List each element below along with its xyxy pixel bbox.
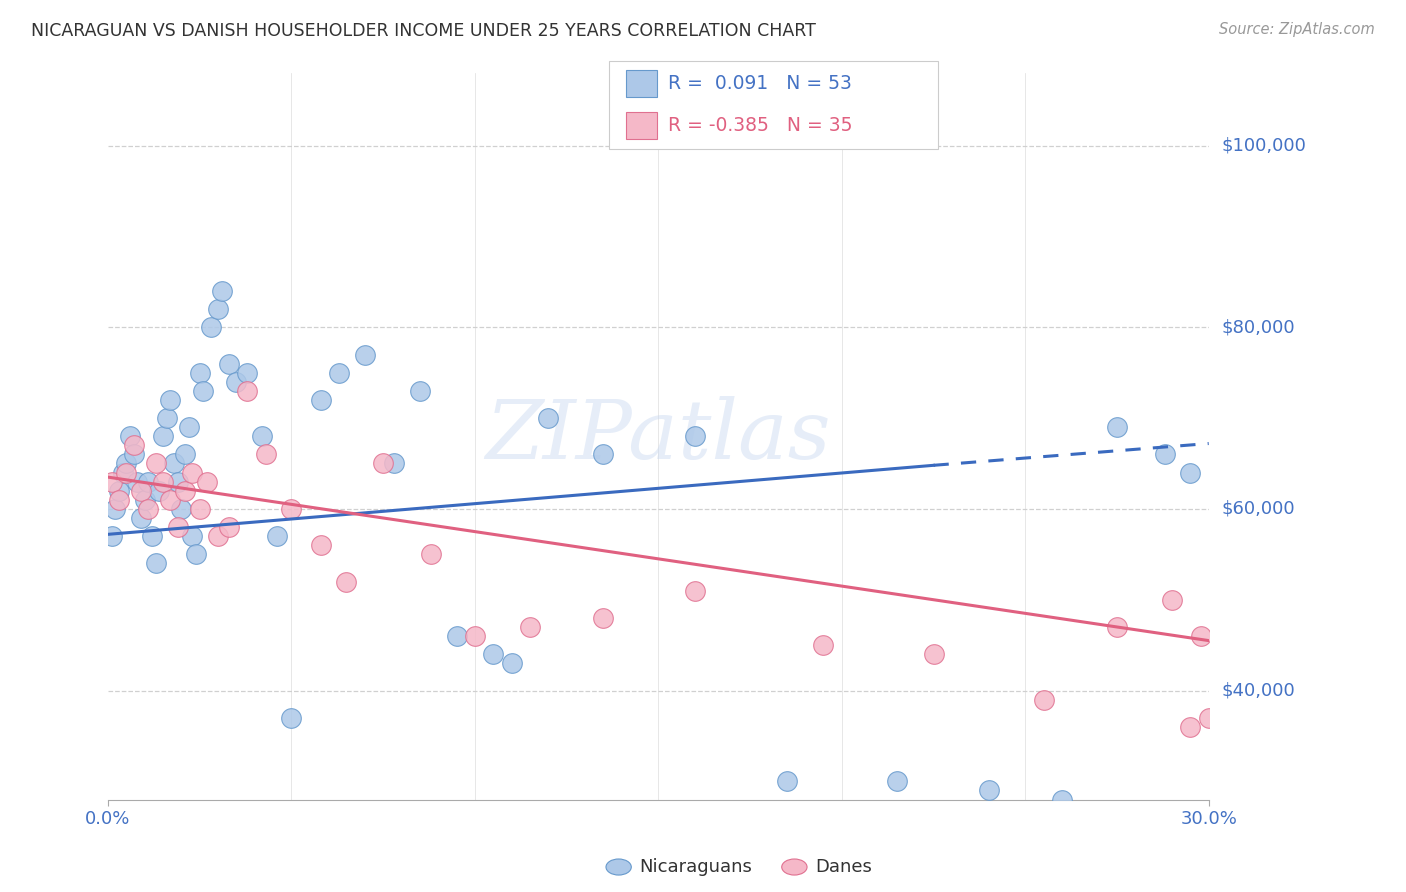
Point: [218, 357, 240, 371]
Point: [1105, 620, 1128, 634]
Point: [419, 547, 441, 561]
Point: [1105, 420, 1128, 434]
Point: [776, 774, 799, 789]
Point: [207, 302, 229, 317]
Point: [163, 457, 186, 471]
Point: [207, 529, 229, 543]
Point: [977, 783, 1000, 797]
Text: $60,000: $60,000: [1222, 500, 1295, 518]
Point: [141, 529, 163, 543]
Point: [156, 411, 179, 425]
Point: [138, 502, 160, 516]
Text: R = -0.385   N = 35: R = -0.385 N = 35: [668, 116, 852, 136]
Point: [280, 711, 302, 725]
Point: [166, 520, 188, 534]
Point: [482, 647, 505, 661]
Point: [122, 438, 145, 452]
Point: [115, 457, 138, 471]
Point: [1153, 447, 1175, 461]
Point: [409, 384, 432, 398]
Point: [501, 657, 523, 671]
Point: [152, 429, 174, 443]
Point: [177, 420, 200, 434]
Point: [1180, 720, 1202, 734]
Point: [309, 392, 332, 407]
Point: [373, 457, 395, 471]
Point: [1161, 592, 1184, 607]
Point: [118, 429, 141, 443]
Point: [446, 629, 468, 643]
Point: [129, 483, 152, 498]
Point: [122, 447, 145, 461]
Text: Source: ZipAtlas.com: Source: ZipAtlas.com: [1219, 22, 1375, 37]
Point: [537, 411, 560, 425]
Point: [280, 502, 302, 516]
Text: $80,000: $80,000: [1222, 318, 1295, 336]
Point: [134, 492, 156, 507]
Point: [152, 475, 174, 489]
Point: [309, 538, 332, 552]
Point: [111, 466, 134, 480]
Point: [108, 492, 131, 507]
Point: [181, 466, 204, 480]
Point: [100, 475, 122, 489]
Point: [159, 492, 181, 507]
Point: [683, 583, 706, 598]
Point: [1050, 792, 1073, 806]
Point: [683, 429, 706, 443]
Point: [1180, 466, 1202, 480]
Text: ZIPatlas: ZIPatlas: [485, 396, 831, 476]
Point: [1032, 692, 1054, 706]
Point: [464, 629, 486, 643]
Point: [195, 475, 218, 489]
Point: [100, 529, 122, 543]
Point: [138, 475, 160, 489]
Point: [188, 366, 211, 380]
Point: [250, 429, 273, 443]
Point: [184, 547, 207, 561]
Point: [254, 447, 277, 461]
Point: [813, 638, 835, 652]
Text: Danes: Danes: [815, 858, 872, 876]
Text: $100,000: $100,000: [1222, 136, 1306, 154]
Point: [104, 502, 127, 516]
Text: Nicaraguans: Nicaraguans: [640, 858, 752, 876]
Point: [166, 475, 188, 489]
Point: [200, 320, 222, 334]
Point: [159, 392, 181, 407]
Point: [170, 502, 193, 516]
Text: R =  0.091   N = 53: R = 0.091 N = 53: [668, 74, 852, 94]
Point: [335, 574, 357, 589]
Point: [1189, 629, 1212, 643]
Text: NICARAGUAN VS DANISH HOUSEHOLDER INCOME UNDER 25 YEARS CORRELATION CHART: NICARAGUAN VS DANISH HOUSEHOLDER INCOME …: [31, 22, 815, 40]
Point: [193, 384, 215, 398]
Point: [592, 447, 614, 461]
Point: [115, 466, 138, 480]
Point: [145, 557, 167, 571]
Point: [148, 483, 170, 498]
Point: [382, 457, 405, 471]
Point: [236, 384, 259, 398]
Point: [188, 502, 211, 516]
Point: [353, 347, 375, 361]
Point: [922, 647, 945, 661]
Point: [519, 620, 541, 634]
Point: [218, 520, 240, 534]
Point: [236, 366, 259, 380]
Point: [592, 611, 614, 625]
Point: [174, 447, 197, 461]
Point: [181, 529, 204, 543]
Point: [211, 284, 233, 298]
Point: [328, 366, 350, 380]
Point: [1198, 711, 1220, 725]
Point: [145, 457, 167, 471]
Point: [108, 483, 131, 498]
Point: [266, 529, 288, 543]
Point: [174, 483, 197, 498]
Point: [127, 475, 149, 489]
Point: [225, 375, 247, 389]
Point: [886, 774, 908, 789]
Text: $40,000: $40,000: [1222, 681, 1296, 699]
Point: [129, 511, 152, 525]
